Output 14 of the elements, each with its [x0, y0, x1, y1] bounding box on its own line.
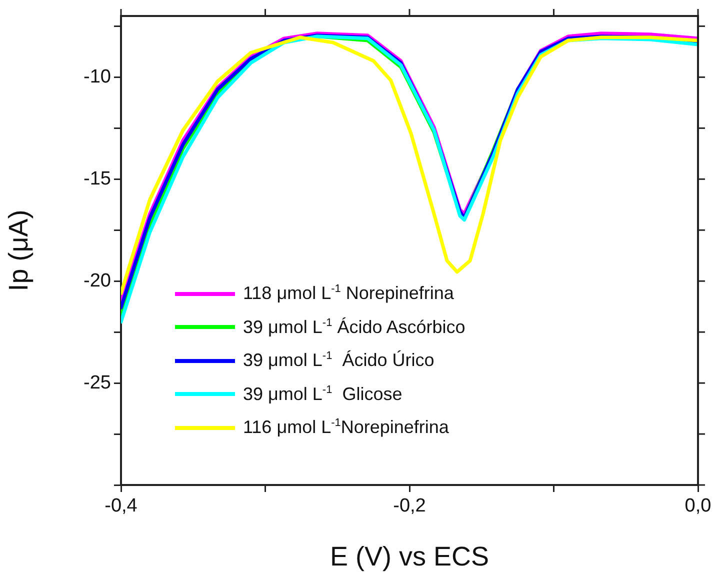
- legend-label: 39 μmol L$^{-1}$ Glicose: [243, 384, 402, 405]
- y-tick-label: -20: [84, 270, 111, 292]
- y-tick-label: -25: [84, 372, 111, 394]
- legend-label: 118 μmol L$^{-1}$ Norepinefrina: [243, 283, 454, 304]
- x-tick-label: -0,2: [393, 496, 426, 517]
- y-tick-label: -15: [84, 168, 111, 190]
- legend-label: 39 μmol L$^{-1}$ Ácido Ascórbico: [243, 316, 466, 338]
- x-tick-label: -0,4: [104, 496, 138, 517]
- y-axis-title: Ip (μA): [4, 210, 34, 292]
- x-axis-title: E (V) vs ECS: [330, 541, 490, 572]
- x-tick-label: 0,0: [684, 496, 712, 517]
- legend-label: 116 μmol L$^{-1}$Norepinefrina: [243, 417, 449, 438]
- y-tick-label: -10: [84, 66, 111, 88]
- legend-label: 39 μmol L$^{-1}$ Ácido Úrico: [243, 350, 434, 372]
